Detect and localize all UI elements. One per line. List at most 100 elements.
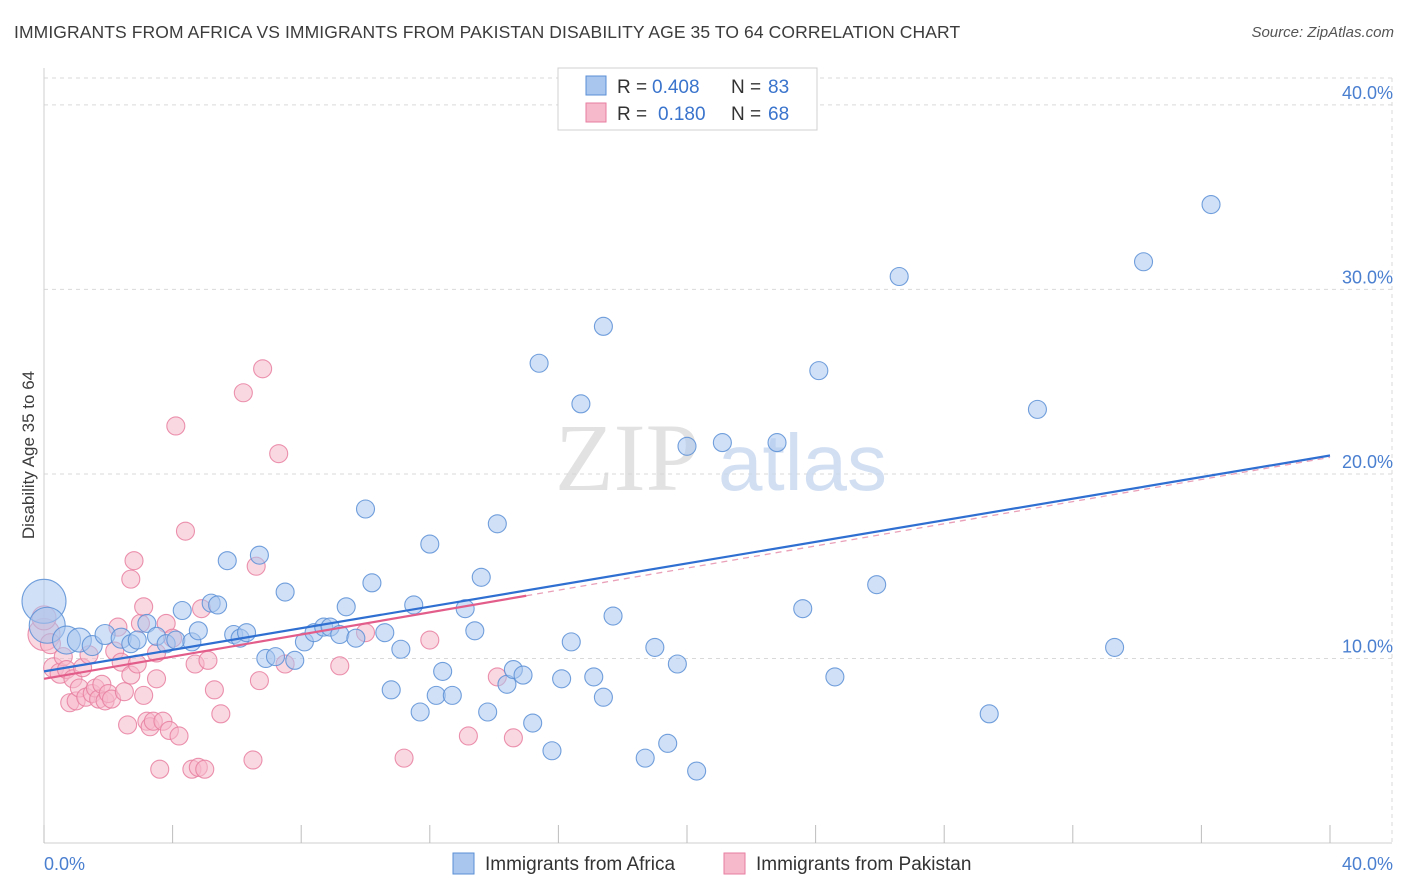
- chart-title: IMMIGRANTS FROM AFRICA VS IMMIGRANTS FRO…: [14, 22, 961, 42]
- point-africa-41: [420, 534, 440, 554]
- point-africa-34: [355, 499, 376, 519]
- point-africa-24: [265, 647, 286, 667]
- watermark: ZIP atlas: [555, 404, 887, 511]
- point-africa-65: [658, 733, 678, 753]
- point-africa-8: [127, 630, 147, 650]
- bottom-legend-swatch-pakistan: [723, 852, 746, 875]
- point-pakistan-67: [503, 728, 523, 748]
- point-africa-63: [635, 748, 655, 768]
- point-africa-52: [513, 665, 533, 685]
- trend-line-africa: [43, 454, 1331, 673]
- point-africa-67: [677, 436, 697, 456]
- point-africa-13: [172, 600, 192, 621]
- point-pakistan-61: [330, 656, 350, 676]
- point-africa-74: [867, 575, 887, 595]
- point-pakistan-45: [175, 521, 196, 541]
- point-pakistan-44: [169, 726, 189, 746]
- y-tick-label-40: 40.0%: [1342, 83, 1393, 103]
- point-pakistan-38: [150, 759, 170, 779]
- trend-line-pakistan-extension: [526, 456, 1331, 597]
- point-africa-48: [478, 702, 498, 722]
- point-africa-57: [561, 632, 581, 652]
- point-africa-40: [410, 702, 430, 722]
- source-credit: Source: ZipAtlas.com: [1251, 24, 1394, 41]
- point-pakistan-59: [269, 444, 289, 464]
- x-tick-label-max: 40.0%: [1342, 854, 1393, 874]
- point-africa-71: [793, 599, 813, 619]
- point-africa-59: [584, 667, 604, 687]
- point-pakistan-53: [211, 704, 231, 724]
- point-africa-55: [542, 741, 562, 761]
- point-pakistan-51: [198, 650, 218, 670]
- point-africa-79: [1133, 252, 1154, 272]
- watermark-atlas: atlas: [718, 418, 887, 507]
- point-africa-56: [552, 669, 572, 689]
- point-africa-60: [593, 687, 613, 707]
- point-africa-32: [336, 597, 356, 617]
- point-pakistan-25: [118, 715, 138, 735]
- legend-n-value-africa: 83: [768, 77, 789, 98]
- point-pakistan-55: [243, 750, 263, 770]
- point-pakistan-54: [233, 383, 253, 403]
- point-africa-36: [375, 623, 395, 643]
- point-africa-53: [523, 713, 543, 733]
- point-africa-43: [433, 661, 453, 681]
- point-africa-44: [442, 685, 462, 705]
- trend-line-pakistan: [43, 594, 527, 680]
- point-pakistan-52: [204, 680, 224, 700]
- point-africa-18: [217, 551, 237, 571]
- point-africa-80: [1201, 194, 1221, 215]
- bottom-legend: Immigrants from Africa Immigrants from P…: [452, 852, 971, 875]
- bottom-legend-swatch-africa: [452, 852, 475, 875]
- point-africa-61: [603, 606, 623, 626]
- point-africa-49: [487, 514, 507, 534]
- point-africa-73: [825, 667, 845, 687]
- bottom-legend-label-pakistan: Immigrants from Pakistan: [756, 854, 971, 875]
- x-tick-label-min: 0.0%: [44, 854, 85, 874]
- legend-r-value-africa: 0.408: [652, 77, 700, 98]
- point-pakistan-65: [458, 726, 478, 746]
- series-pakistan-points: [27, 359, 523, 779]
- legend-r-label-africa: R =: [617, 77, 647, 98]
- point-africa-47: [471, 567, 491, 587]
- watermark-zip: ZIP: [555, 404, 699, 511]
- axes: 10.0% 20.0% 30.0% 40.0% 0.0% 40.0%: [43, 68, 1393, 874]
- legend-swatch-africa: [585, 75, 607, 96]
- point-pakistan-36: [146, 669, 167, 689]
- point-pakistan-32: [134, 685, 154, 705]
- point-pakistan-63: [394, 748, 414, 768]
- y-axis-label: Disability Age 35 to 64: [19, 371, 38, 539]
- point-africa-38: [391, 639, 411, 659]
- point-africa-72: [809, 361, 829, 381]
- point-africa-75: [889, 266, 909, 287]
- point-pakistan-57: [249, 671, 269, 691]
- point-africa-66: [667, 654, 687, 674]
- point-africa-15: [188, 621, 208, 641]
- point-africa-26: [285, 650, 305, 670]
- point-africa-76: [979, 704, 999, 724]
- point-africa-35: [362, 573, 382, 593]
- legend: R = 0.408 N = 83 R = 0.180 N = 68: [557, 67, 818, 131]
- point-africa-62: [593, 316, 613, 336]
- point-africa-68: [687, 761, 707, 781]
- point-africa-70: [767, 433, 787, 453]
- point-africa-69: [712, 433, 732, 453]
- legend-n-label-pakistan: N =: [731, 104, 761, 125]
- point-africa-77: [1027, 399, 1047, 419]
- trend-lines: [43, 454, 1331, 680]
- point-pakistan-28: [124, 551, 144, 571]
- point-africa-42: [426, 685, 446, 705]
- point-africa-17: [208, 595, 228, 615]
- point-pakistan-24: [114, 682, 134, 702]
- point-africa-46: [465, 621, 485, 641]
- legend-n-label-africa: N =: [731, 77, 761, 98]
- point-africa-58: [571, 394, 591, 414]
- point-pakistan-27: [121, 569, 141, 589]
- legend-n-value-pakistan: 68: [768, 104, 789, 125]
- bottom-legend-label-africa: Immigrants from Africa: [485, 854, 675, 875]
- point-pakistan-58: [253, 359, 273, 379]
- point-africa-54: [529, 353, 549, 373]
- legend-r-value-pakistan: 0.180: [658, 104, 706, 125]
- legend-r-label-pakistan: R =: [617, 104, 647, 125]
